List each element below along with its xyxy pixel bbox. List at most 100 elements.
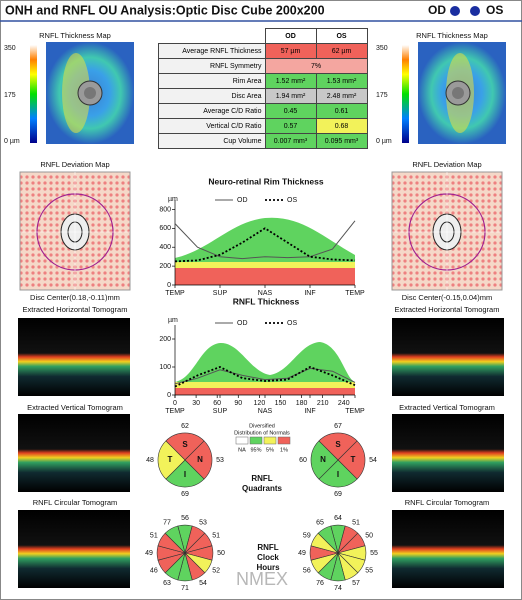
tomogram [392, 510, 504, 588]
table-row: Vertical C/D Ratio 0.57 0.68 [158, 118, 368, 134]
cell: 62 µm [315, 43, 368, 59]
clock-value: 52 [212, 567, 220, 574]
quadrant [165, 459, 205, 488]
x-tick-label: 180 [296, 400, 308, 407]
x-tick-label: SUP [213, 408, 228, 415]
clock-value: 77 [163, 520, 171, 527]
table-row: RNFL Symmetry 7% [158, 58, 368, 74]
clock-value: 63 [163, 580, 171, 587]
cell: 1.94 mm² [264, 88, 317, 104]
quadrant [184, 440, 213, 480]
clock-value: 50 [365, 532, 373, 539]
clock-value: 51 [150, 532, 158, 539]
quadrant-value: 54 [369, 457, 377, 464]
label: RNFL Deviation Map [40, 160, 109, 169]
clock-value: 65 [316, 520, 324, 527]
quadrant-letter: T [351, 455, 356, 464]
y-tick-label: 200 [159, 263, 171, 270]
tomogram [392, 318, 504, 396]
column-header: OD [264, 28, 317, 44]
cell: 1.53 mm² [315, 73, 368, 89]
x-tick-label: 150 [275, 400, 287, 407]
axis-label: µm [168, 196, 178, 203]
quadrant-letter: I [184, 470, 186, 479]
clock-value: 71 [181, 585, 189, 592]
quadrant [337, 440, 366, 480]
quadrant-value: 69 [334, 491, 342, 498]
legend-label: 5% [266, 447, 274, 453]
quadrant-value: 69 [181, 491, 189, 498]
quadrant-value: 62 [181, 423, 189, 430]
map-band [62, 53, 90, 133]
series-line [174, 366, 356, 388]
x-tick-label: TEMP [345, 408, 365, 415]
quadrant-value: 53 [216, 457, 224, 464]
label: Extracted Vertical Tomogram [399, 403, 495, 412]
quadrant-value: 60 [299, 457, 307, 464]
cell: 0.57 [264, 118, 317, 134]
watermark: NMEX [236, 569, 288, 589]
cell: 1.52 mm² [264, 73, 317, 89]
normal-band [175, 217, 355, 262]
caption: RNFL [257, 543, 278, 552]
scale-label: 0 µm [376, 138, 392, 145]
clock-value: 56 [303, 567, 311, 574]
tomogram [392, 414, 504, 492]
legend-label: OS [287, 320, 297, 327]
x-tick-label: TEMP [165, 290, 185, 297]
label: RNFL Thickness Map [39, 31, 111, 40]
x-tick-label: SUP [213, 290, 228, 297]
label: RNFL Circular Tomogram [405, 498, 490, 507]
scale-label: 175 [4, 92, 16, 99]
row-label: Rim Area [158, 73, 266, 89]
label: Disc Center(-0.15,0.04)mm [402, 293, 492, 302]
color-scale [402, 45, 409, 143]
axis-label: µm [168, 317, 178, 324]
optic-cup [452, 87, 464, 99]
x-tick-label: 30 [192, 400, 200, 407]
clock-value: 74 [334, 585, 342, 592]
color-scale [30, 45, 37, 143]
clock-value: 54 [199, 580, 207, 587]
quadrant-value: 67 [334, 423, 342, 430]
series-line [174, 367, 356, 385]
quadrant-letter: N [320, 455, 326, 464]
cell: 7% [264, 58, 368, 74]
corner [159, 29, 266, 44]
y-tick-label: 400 [159, 244, 171, 251]
normal-band [175, 268, 355, 285]
label: RNFL Thickness Map [416, 31, 488, 40]
clock-value: 76 [316, 580, 324, 587]
x-tick-label: 60 [213, 400, 221, 407]
legend-swatch [263, 436, 277, 445]
cell: 0.61 [315, 103, 368, 119]
quadrant [318, 432, 358, 461]
x-tick-label: 240 [338, 400, 350, 407]
chart-title: RNFL Thickness [233, 296, 300, 306]
quadrant-value: 48 [146, 457, 154, 464]
metrics-table: OD OS Average RNFL Thickness 57 µm 62 µm RNFL… [158, 28, 368, 149]
normal-band [175, 342, 355, 382]
clock-value: 64 [334, 515, 342, 522]
clock-value: 56 [181, 515, 189, 522]
y-tick-label: 100 [159, 364, 171, 371]
clock-sector [317, 525, 339, 555]
legend-swatch [277, 436, 291, 445]
row-label: Cup Volume [158, 133, 266, 149]
x-tick-label: TEMP [165, 408, 185, 415]
label: Extracted Vertical Tomogram [27, 403, 123, 412]
x-tick-label: 0 [173, 400, 177, 407]
x-tick-label: 90 [234, 400, 242, 407]
x-tick-label: 120 [254, 400, 266, 407]
y-tick-label: 200 [159, 336, 171, 343]
x-tick-label: INF [304, 290, 315, 297]
clock-value: 57 [352, 580, 360, 587]
row-label: Disc Area [158, 88, 266, 104]
series-line [174, 227, 356, 263]
quadrant-letter: N [197, 455, 203, 464]
cell: 2.48 mm² [315, 88, 368, 104]
legend-label: NA [238, 447, 246, 453]
legend-title: Distribution of Normals [234, 430, 290, 436]
